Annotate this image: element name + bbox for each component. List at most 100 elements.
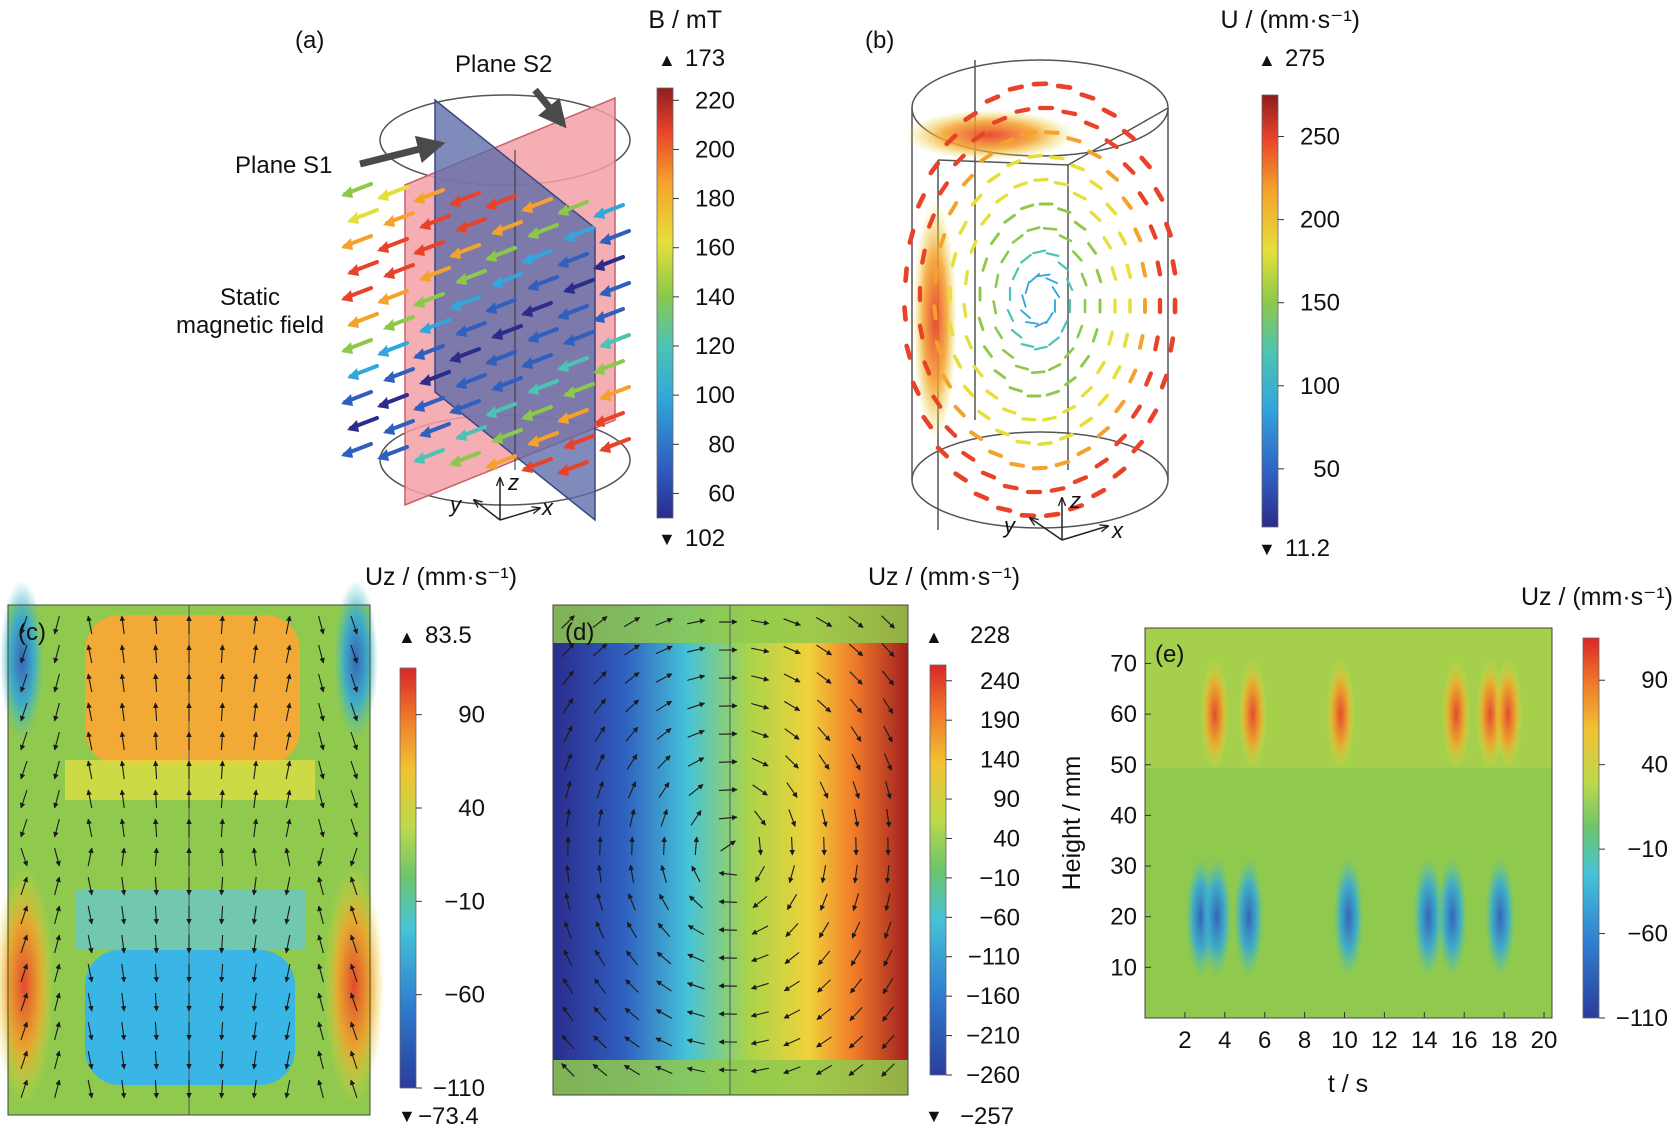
quiver-arrow [751, 954, 769, 963]
colorbar-a-title: B / mT [648, 6, 722, 34]
velocity-arrow [1010, 328, 1023, 339]
quiver-arrow [53, 644, 60, 664]
velocity-arrow [1112, 365, 1122, 380]
velocity-arrow [991, 115, 1008, 125]
velocity-arrow [1121, 196, 1133, 210]
quiver-arrow [120, 963, 127, 983]
quiver-arrow [54, 1079, 61, 1099]
colorbar-tick-label: 200 [1300, 207, 1340, 234]
quiver-arrow [629, 836, 635, 856]
y-tick-label: 70 [1110, 650, 1137, 677]
quiver-arrow [883, 949, 893, 967]
field-arrow-head [413, 192, 425, 204]
velocity-arrow [1096, 426, 1110, 438]
positive-velocity-blob [1200, 659, 1229, 770]
velocity-arrow [970, 193, 983, 207]
velocity-arrow [1045, 277, 1059, 285]
quiver-arrow [655, 617, 673, 626]
field-arrow-head [419, 426, 431, 438]
field-label-line2: magnetic field [176, 312, 324, 339]
velocity-arrow [1026, 226, 1041, 233]
velocity-arrow [910, 380, 921, 397]
field-arrow-head [455, 429, 467, 441]
velocity-arrow [938, 181, 950, 196]
velocity-arrow [1041, 415, 1057, 422]
field-arrow-head [485, 354, 497, 366]
velocity-arrow [982, 345, 993, 358]
quiver-arrow [628, 864, 635, 883]
quiver-arrow [850, 726, 862, 742]
velocity-arrow [1140, 261, 1148, 278]
field-arrow-head [449, 299, 461, 311]
colorbar-c-min-marker-icon: ▼ [398, 1106, 416, 1126]
velocity-arrow [938, 233, 947, 249]
quiver-arrow [754, 810, 766, 826]
quiver-arrow [688, 784, 704, 796]
quiver-arrow [54, 847, 61, 867]
quiver-arrow [884, 864, 891, 884]
velocity-arrow [1089, 179, 1103, 191]
axis-z-label-b: z [1069, 488, 1081, 513]
velocity-arrow [969, 239, 978, 254]
velocity-arrow [1058, 432, 1074, 441]
velocity-arrow [1131, 439, 1144, 454]
quiver-arrow [285, 760, 292, 780]
quiver-arrow [317, 934, 324, 954]
velocity-arrow [1020, 253, 1032, 264]
velocity-arrow [969, 430, 984, 442]
velocity-arrow [1021, 294, 1027, 308]
velocity-arrow [1057, 261, 1070, 272]
quiver-arrow [884, 753, 893, 771]
quiver-arrow [218, 905, 225, 925]
field-arrow-head [419, 374, 431, 386]
velocity-arrow [1061, 109, 1078, 117]
positive-velocity-blob [1494, 659, 1523, 770]
velocity-arrow [917, 323, 925, 340]
quiver-arrow [285, 818, 292, 838]
velocity-arrow [972, 364, 984, 378]
velocity-arrow [1076, 446, 1092, 457]
field-arrow-head [341, 342, 353, 354]
quiver-arrow [119, 789, 126, 809]
quiver-arrow [317, 876, 324, 896]
quiver-arrow [624, 671, 640, 685]
velocity-arrow [999, 137, 1015, 146]
colorbar-tick-label: 150 [1300, 290, 1340, 317]
field-arrow-head [347, 264, 359, 276]
velocity-arrow [932, 304, 938, 321]
quiver-arrow [219, 615, 226, 635]
quiver-arrow [819, 781, 829, 799]
field-arrow-head [413, 244, 425, 256]
velocity-arrow [962, 302, 968, 318]
field-arrow-head [449, 247, 461, 259]
quiver-arrow [53, 789, 60, 809]
quiver-arrow [785, 923, 799, 937]
quiver-arrow [53, 673, 60, 693]
velocity-arrow [993, 369, 1007, 380]
quiver-arrow [317, 963, 324, 983]
velocity-arrow [1066, 136, 1082, 144]
velocity-arrow [1021, 130, 1037, 137]
velocity-arrows [902, 81, 1178, 519]
quiver-arrow [815, 617, 833, 627]
y-tick-label: 30 [1110, 853, 1137, 880]
y-tick-label: 60 [1110, 701, 1137, 728]
colorbar-tick-label: −60 [444, 982, 485, 1009]
x-tick-label: 8 [1298, 1027, 1311, 1054]
velocity-arrow [1079, 92, 1096, 101]
field-arrow-head [449, 403, 461, 415]
quiver-arrow [219, 673, 226, 693]
axis-x-label-b: x [1111, 518, 1124, 543]
field-arrow-head [347, 212, 359, 224]
quiver-arrow [658, 782, 670, 798]
velocity-arrow [1008, 386, 1023, 393]
velocity-arrow [1011, 267, 1020, 281]
quiver-arrow [349, 963, 358, 983]
quiver-arrow [562, 977, 574, 994]
colorbar-tick-label: 120 [695, 333, 735, 360]
velocity-arrow [1006, 159, 1022, 168]
field-arrow-head [491, 432, 503, 444]
velocity-arrow [934, 340, 943, 356]
colorbar-c-min: −73.4 [418, 1103, 479, 1130]
colorbar-tick-label: 220 [695, 87, 735, 114]
